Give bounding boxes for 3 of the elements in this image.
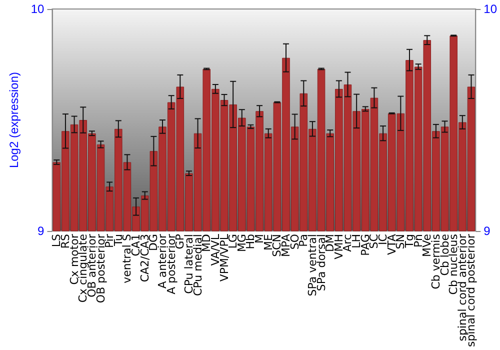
y-axis-title: Log2 (expression) [7, 72, 21, 168]
y2-tick-label: 9 [484, 224, 491, 238]
y2-tick-label: 10 [484, 2, 498, 16]
